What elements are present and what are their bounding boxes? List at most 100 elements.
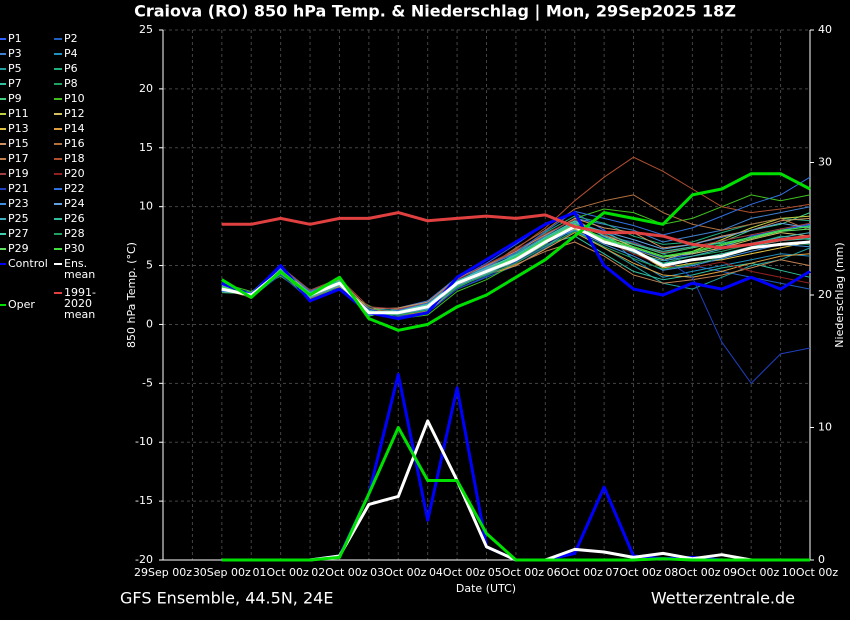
legend-marker xyxy=(54,53,62,55)
x-tick-label: 09Oct 00z xyxy=(723,566,780,579)
legend-entry: P3 xyxy=(0,48,63,59)
legend-entry: P15 xyxy=(0,137,63,150)
legend-marker xyxy=(0,83,6,85)
temp-line xyxy=(221,211,811,321)
legend-label: P10 xyxy=(64,92,85,105)
legend-marker xyxy=(0,98,6,100)
legend-marker xyxy=(54,173,62,175)
y-tick-label: -15 xyxy=(135,494,153,507)
legend-marker xyxy=(0,203,6,205)
y-tick-label: 20 xyxy=(139,82,153,95)
y-tick-label: -5 xyxy=(142,376,153,389)
y-tick-label: 15 xyxy=(139,141,153,154)
legend-marker xyxy=(0,143,6,145)
legend-entry: Ens. mean xyxy=(54,257,119,281)
legend-entry: P16 xyxy=(54,138,119,149)
legend-label: Ens. mean xyxy=(64,257,96,281)
legend-marker xyxy=(0,188,6,190)
legend-label: P20 xyxy=(64,167,85,180)
legend-label: P13 xyxy=(8,122,29,135)
legend-label: P9 xyxy=(8,92,22,105)
chart-title: Craiova (RO) 850 hPa Temp. & Niederschla… xyxy=(134,2,736,22)
y2-axis-label: Niederschlag (mm) xyxy=(833,242,846,347)
legend-marker xyxy=(54,188,62,190)
legend-label: P15 xyxy=(8,137,29,150)
legend-label: P26 xyxy=(64,212,85,225)
legend-marker xyxy=(54,292,62,294)
legend-entry: Oper xyxy=(0,298,63,311)
legend-label: P18 xyxy=(64,152,85,165)
precip-line xyxy=(221,426,810,562)
legend-label: P14 xyxy=(64,122,85,135)
legend-marker xyxy=(0,128,6,130)
y2-tick-label: 30 xyxy=(818,156,832,169)
y-axis-label: 850 hPa Temp. (°C) xyxy=(125,242,138,348)
legend-label: P19 xyxy=(8,167,29,180)
legend-marker xyxy=(0,218,6,220)
legend-marker xyxy=(54,248,62,250)
y2-tick-label: 40 xyxy=(818,23,832,36)
legend-entry: P7 xyxy=(0,77,63,90)
y-tick-label: 10 xyxy=(139,200,153,213)
y2-tick-label: 10 xyxy=(818,421,832,434)
legend-label: P29 xyxy=(8,242,29,255)
legend-entry: P1 xyxy=(0,33,63,44)
legend-marker xyxy=(54,233,62,235)
legend-label: P28 xyxy=(64,227,85,240)
legend-marker xyxy=(0,304,6,306)
legend-marker xyxy=(0,38,6,40)
y2-tick-label: 0 xyxy=(818,553,825,566)
x-tick-label: 10Oct 00z xyxy=(782,566,839,579)
legend-label: P30 xyxy=(64,242,85,255)
legend-label: 1991-2020 mean xyxy=(64,286,96,321)
legend-label: P27 xyxy=(8,227,29,240)
legend-label: Oper xyxy=(8,298,35,311)
legend-label: P21 xyxy=(8,182,29,195)
x-tick-label: 05Oct 00z xyxy=(488,566,545,579)
legend-entry: P26 xyxy=(54,212,119,225)
y-tick-label: 5 xyxy=(146,259,153,272)
legend-entry: P20 xyxy=(54,167,119,180)
x-tick-label: 06Oct 00z xyxy=(547,566,604,579)
legend-entry: P8 xyxy=(54,77,119,90)
legend-marker xyxy=(54,158,62,160)
footer-right: Wetterzentrale.de xyxy=(651,589,795,608)
legend-label: P12 xyxy=(64,107,85,120)
legend-marker xyxy=(54,98,62,100)
legend-label: P5 xyxy=(8,62,22,75)
x-tick-label: 01Oct 00z xyxy=(252,566,309,579)
x-tick-label: 02Oct 00z xyxy=(311,566,368,579)
x-tick-label: 08Oct 00z xyxy=(664,566,721,579)
x-tick-label: 04Oct 00z xyxy=(429,566,486,579)
legend-marker xyxy=(0,53,6,55)
legend-marker xyxy=(0,248,6,250)
legend-entry: P21 xyxy=(0,182,63,195)
temp-line xyxy=(221,194,811,318)
x-axis-label: Date (UTC) xyxy=(456,582,516,595)
legend-marker xyxy=(54,128,62,130)
legend-entry: P2 xyxy=(54,32,119,45)
legend-entry: P18 xyxy=(54,152,119,165)
legend-marker xyxy=(0,263,6,265)
legend-label: Control xyxy=(8,257,48,270)
temp-line xyxy=(221,225,811,315)
legend-label: P2 xyxy=(64,32,78,45)
legend-entry: P28 xyxy=(54,227,119,240)
legend-entry: P24 xyxy=(54,198,119,209)
legend-marker xyxy=(54,218,62,220)
temp-line xyxy=(221,172,811,332)
legend-entry: P17 xyxy=(0,153,63,164)
temp-line xyxy=(221,211,811,250)
legend-label: P7 xyxy=(8,77,22,90)
legend-label: P8 xyxy=(64,77,78,90)
x-tick-label: 30Sep 00z xyxy=(193,566,251,579)
y-tick-label: 0 xyxy=(146,317,153,330)
legend-marker xyxy=(0,68,6,70)
legend-entry: P27 xyxy=(0,227,63,240)
y2-tick-label: 20 xyxy=(818,288,832,301)
legend-entry: P23 xyxy=(0,198,63,209)
legend-entry: P29 xyxy=(0,242,63,255)
legend-label: P6 xyxy=(64,62,78,75)
